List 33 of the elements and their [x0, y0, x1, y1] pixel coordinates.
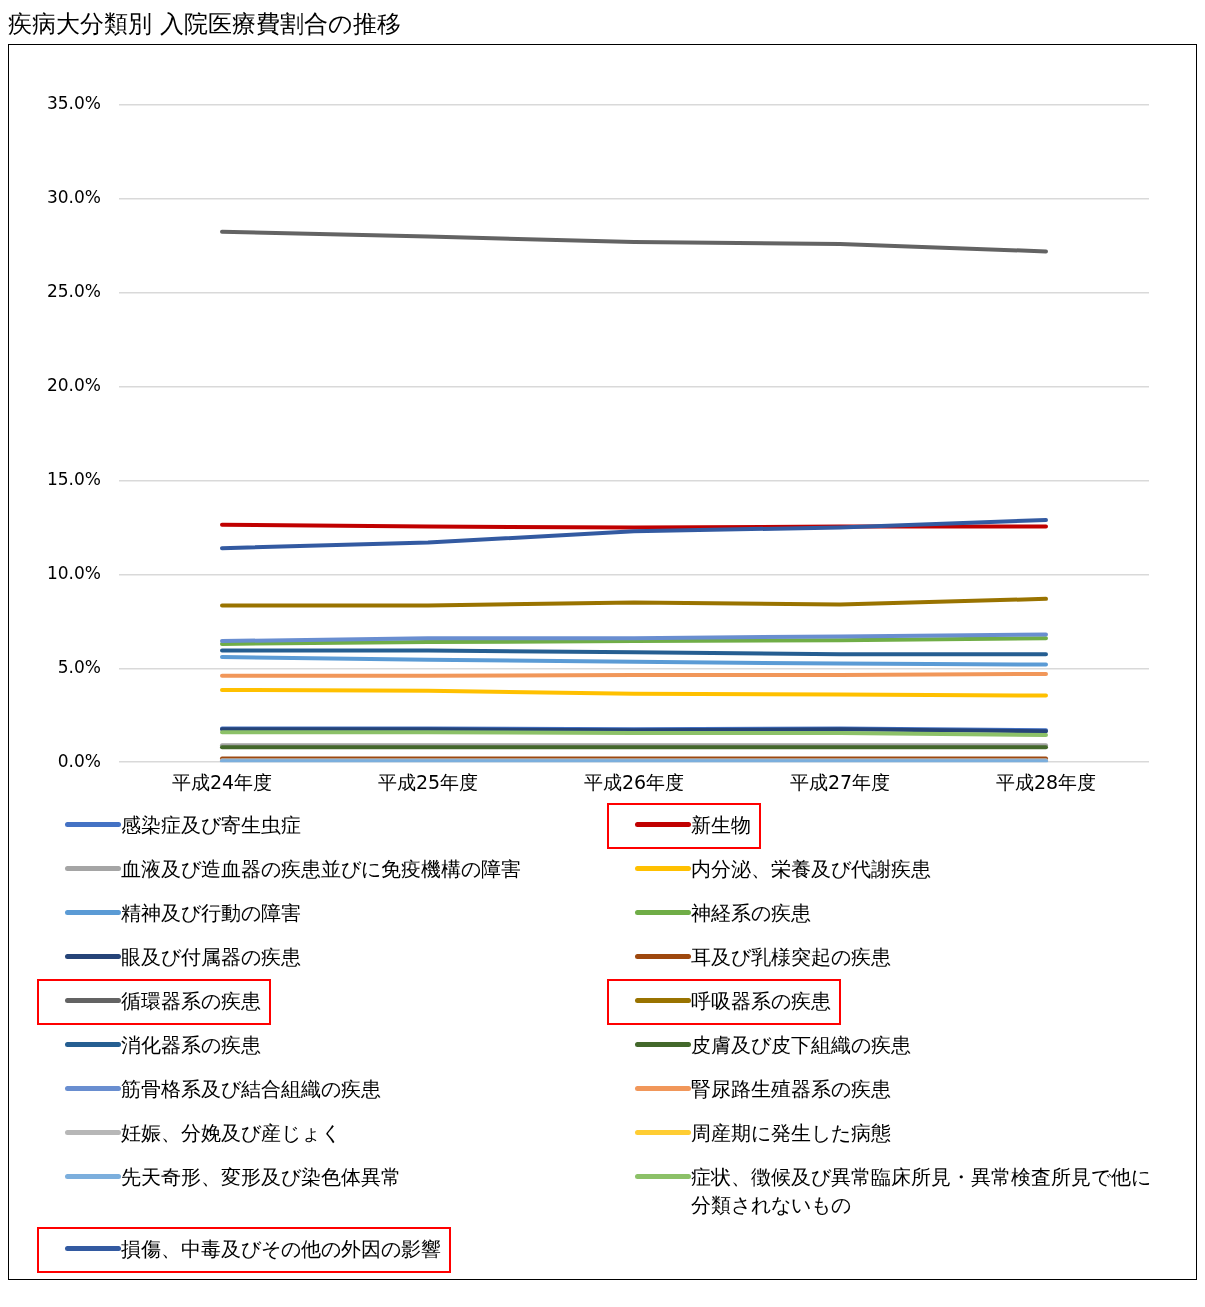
legend-label: 周産期に発生した病態: [691, 1120, 891, 1147]
legend-label: 内分泌、栄養及び代謝疾患: [691, 856, 931, 883]
y-tick-label: 25.0%: [46, 281, 101, 302]
y-tick-label: 0.0%: [57, 750, 101, 771]
y-tick-label: 20.0%: [46, 375, 101, 396]
x-tick-label: 平成27年度: [789, 770, 891, 793]
x-tick-label: 平成26年度: [583, 770, 685, 793]
y-tick-label: 5.0%: [57, 656, 101, 677]
legend-label: 精神及び行動の障害: [121, 900, 301, 927]
legend-label: 症状、徴候及び異常臨床所見・異常検査所見で他に分類されないもの: [691, 1164, 1151, 1219]
legend-label: 筋骨格系及び結合組織の疾患: [121, 1076, 381, 1103]
legend-label: 耳及び乳様突起の疾患: [691, 944, 891, 971]
x-tick-label: 平成28年度: [995, 770, 1097, 793]
legend-label: 神経系の疾患: [691, 900, 811, 927]
legend-label: 循環器系の疾患: [121, 988, 261, 1015]
legend-label: 損傷、中毒及びその他の外因の影響: [121, 1236, 441, 1263]
y-tick-label: 35.0%: [46, 93, 101, 114]
x-tick-label: 平成24年度: [171, 770, 273, 793]
legend-label: 呼吸器系の疾患: [691, 988, 831, 1015]
legend-label: 妊娠、分娩及び産じょく: [121, 1120, 341, 1147]
y-tick-label: 30.0%: [46, 187, 101, 208]
legend-label: 眼及び付属器の疾患: [121, 944, 301, 971]
y-tick-label: 10.0%: [46, 562, 101, 583]
legend-label: 感染症及び寄生虫症: [121, 812, 301, 839]
y-tick-label: 15.0%: [46, 468, 101, 489]
legend-label: 先天奇形、変形及び染色体異常: [121, 1164, 401, 1191]
x-tick-label: 平成25年度: [377, 770, 479, 793]
chart-title: 疾病大分類別 入院医療費割合の推移: [8, 9, 402, 40]
legend-label: 皮膚及び皮下組織の疾患: [691, 1032, 911, 1059]
legend-label: 血液及び造血器の疾患並びに免疫機構の障害: [121, 856, 521, 883]
legend-label: 新生物: [691, 812, 751, 839]
legend-label: 腎尿路生殖器系の疾患: [691, 1076, 891, 1103]
legend-label: 消化器系の疾患: [121, 1032, 261, 1059]
